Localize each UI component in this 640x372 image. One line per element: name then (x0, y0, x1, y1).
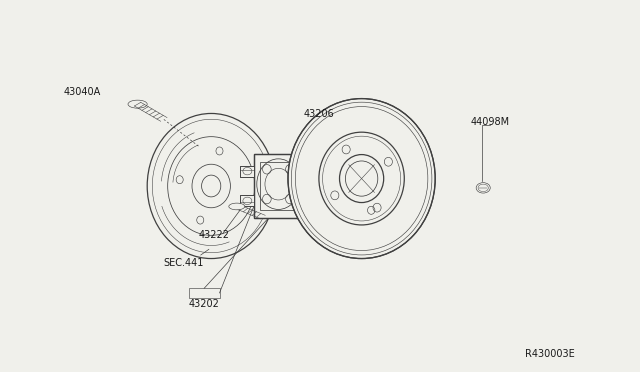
Ellipse shape (288, 99, 435, 259)
Ellipse shape (229, 203, 245, 210)
Bar (241, 166, 255, 177)
Bar (260, 162, 298, 210)
Text: 43202: 43202 (189, 299, 220, 309)
Text: 44098M: 44098M (470, 116, 509, 126)
Text: SEC.441: SEC.441 (163, 258, 204, 268)
Text: 43040A: 43040A (64, 87, 101, 97)
Text: 43206: 43206 (304, 109, 335, 119)
Ellipse shape (128, 100, 147, 108)
Bar (189, 288, 220, 298)
Bar (241, 195, 255, 206)
Bar (241, 195, 255, 206)
Bar (255, 154, 303, 218)
Ellipse shape (476, 183, 490, 193)
Text: 43222: 43222 (198, 230, 229, 240)
Bar (241, 166, 255, 177)
Bar (255, 154, 303, 218)
Text: R430003E: R430003E (525, 349, 575, 359)
